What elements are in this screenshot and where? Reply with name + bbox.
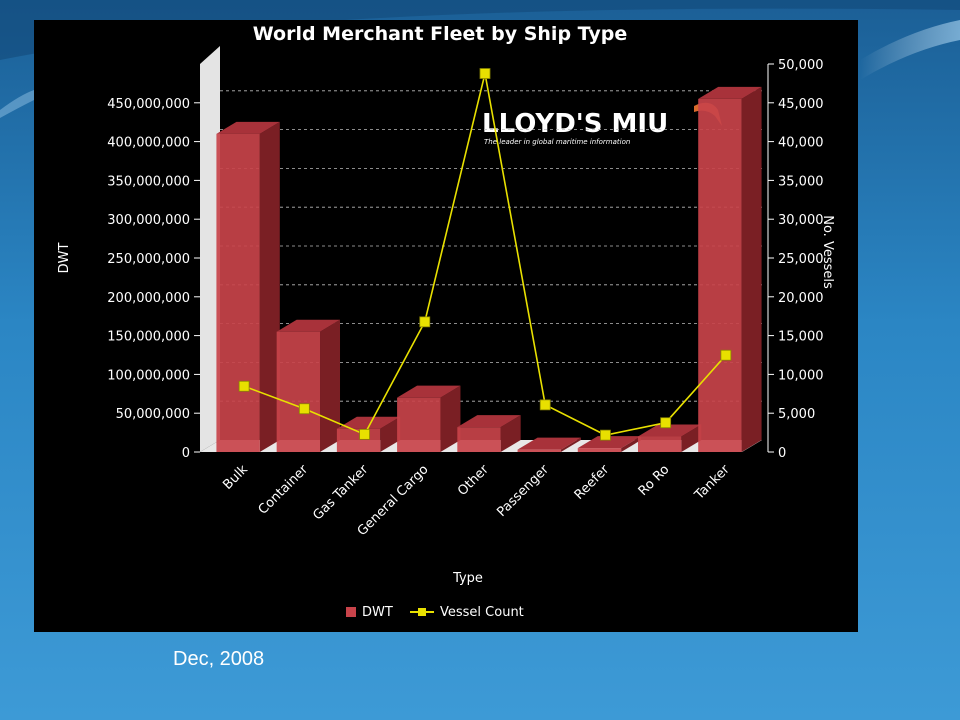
bar-top (397, 385, 461, 398)
y2-tick-label: 45,000 (778, 97, 824, 112)
legend-swatch-dwt (346, 607, 356, 617)
x-tick-label: Container (256, 462, 312, 518)
y2-tick-label: 25,000 (778, 252, 824, 267)
bar-side (560, 437, 581, 452)
y-tick-label: 50,000,000 (116, 407, 190, 422)
y-tick-label: 350,000,000 (107, 174, 190, 189)
y2-tick-label: 50,000 (778, 58, 824, 73)
vessel-line (238, 68, 732, 441)
y2-axis-label: No. Vessels (820, 215, 835, 289)
bar-side (259, 121, 280, 452)
legend: DWT Vessel Count (346, 605, 524, 620)
x-tick-label: Ro Ro (636, 462, 673, 499)
chart-panel: World Merchant Fleet by Ship Type LLOYD'… (34, 20, 858, 632)
bar-top (276, 319, 341, 332)
decorative-swoosh-right (860, 20, 960, 80)
bar-top (216, 121, 280, 134)
y-tick-label: 300,000,000 (107, 213, 190, 228)
bar-other (457, 415, 521, 452)
slide-caption: Dec, 2008 (173, 648, 265, 670)
bar-top (517, 437, 581, 450)
decorative-swoosh-top (0, 0, 960, 60)
y-tick-label: 0 (182, 446, 190, 461)
bar-top (577, 436, 642, 449)
y2-tick-label: 10,000 (778, 368, 824, 383)
y2-tick-label: 35,000 (778, 174, 824, 189)
lloyds-miu-logo: LLOYD'S MIU The leader in global maritim… (482, 102, 722, 146)
bar-side (741, 86, 762, 453)
bar-tanker (698, 86, 762, 453)
y2-tick-label: 0 (778, 446, 786, 461)
y-tick-label: 250,000,000 (107, 252, 190, 267)
bar-side (440, 385, 461, 452)
bar-side (380, 416, 401, 452)
bar-top (336, 416, 401, 429)
y2-tick-label: 40,000 (778, 136, 824, 151)
bar-passenger (517, 437, 581, 452)
bar-ro-ro (637, 424, 702, 452)
vessel-point-reefer (600, 429, 611, 441)
x-tick-label: Bulk (220, 462, 251, 493)
vessel-point-gas-tanker (359, 428, 370, 440)
y-tick-label: 150,000,000 (107, 330, 190, 345)
x-tick-label: Tanker (691, 462, 733, 504)
bar-reefer (577, 436, 642, 452)
bar-top (637, 424, 702, 437)
bar-container (276, 319, 341, 452)
bar-side (681, 424, 702, 452)
y2-tick-label: 30,000 (778, 213, 824, 228)
vessel-point-passenger (539, 399, 551, 411)
vessel-point-general-cargo (419, 316, 431, 328)
vessel-point-tanker (720, 349, 732, 361)
vessel-point-bulk (238, 380, 250, 392)
x-tick-label: Other (455, 462, 492, 499)
y-axis-label: DWT (57, 243, 72, 274)
bar-front (517, 449, 561, 452)
y-tick-label: 200,000,000 (107, 291, 190, 306)
bar-top (698, 86, 762, 99)
bar-front (698, 98, 742, 453)
vessel-point-other (479, 68, 491, 79)
y2-tick-label: 20,000 (778, 291, 824, 306)
y-tick-label: 400,000,000 (107, 136, 190, 151)
y2-tick-label: 5,000 (778, 407, 815, 422)
chart: World Merchant Fleet by Ship Type LLOYD'… (57, 23, 835, 620)
legend-label-dwt: DWT (362, 605, 393, 620)
y2-tick-label: 15,000 (778, 330, 824, 345)
bar-bulk (216, 121, 280, 452)
bar-front (577, 448, 622, 452)
x-axis-label: Type (452, 571, 483, 586)
vessel-point-container (298, 403, 310, 415)
bar-front (397, 397, 441, 452)
x-tick-label: Passenger (494, 462, 552, 520)
legend-swatch-vessel-marker (418, 608, 426, 616)
bar-front (637, 436, 682, 452)
bar-front (457, 427, 501, 452)
bar-side (500, 415, 521, 452)
bar-side (621, 436, 642, 452)
bar-side (320, 319, 341, 452)
chart-left-wall (200, 46, 220, 452)
bar-general-cargo (397, 385, 461, 452)
legend-label-vessel-count: Vessel Count (440, 605, 524, 620)
x-tick-label: Gas Tanker (310, 462, 372, 524)
bars (216, 86, 762, 453)
y-tick-label: 450,000,000 (107, 97, 190, 112)
logo-tagline: The leader in global maritime informatio… (484, 138, 630, 146)
vessel-point-ro-ro (660, 417, 672, 429)
bar-top (457, 415, 521, 428)
chart-title: World Merchant Fleet by Ship Type (253, 23, 628, 45)
decorative-swoosh-left (0, 90, 34, 118)
bar-front (276, 331, 321, 452)
logo-name: LLOYD'S MIU (482, 109, 668, 139)
y-tick-label: 100,000,000 (107, 368, 190, 383)
x-tick-label: Reefer (572, 462, 613, 503)
bar-front (216, 133, 260, 452)
